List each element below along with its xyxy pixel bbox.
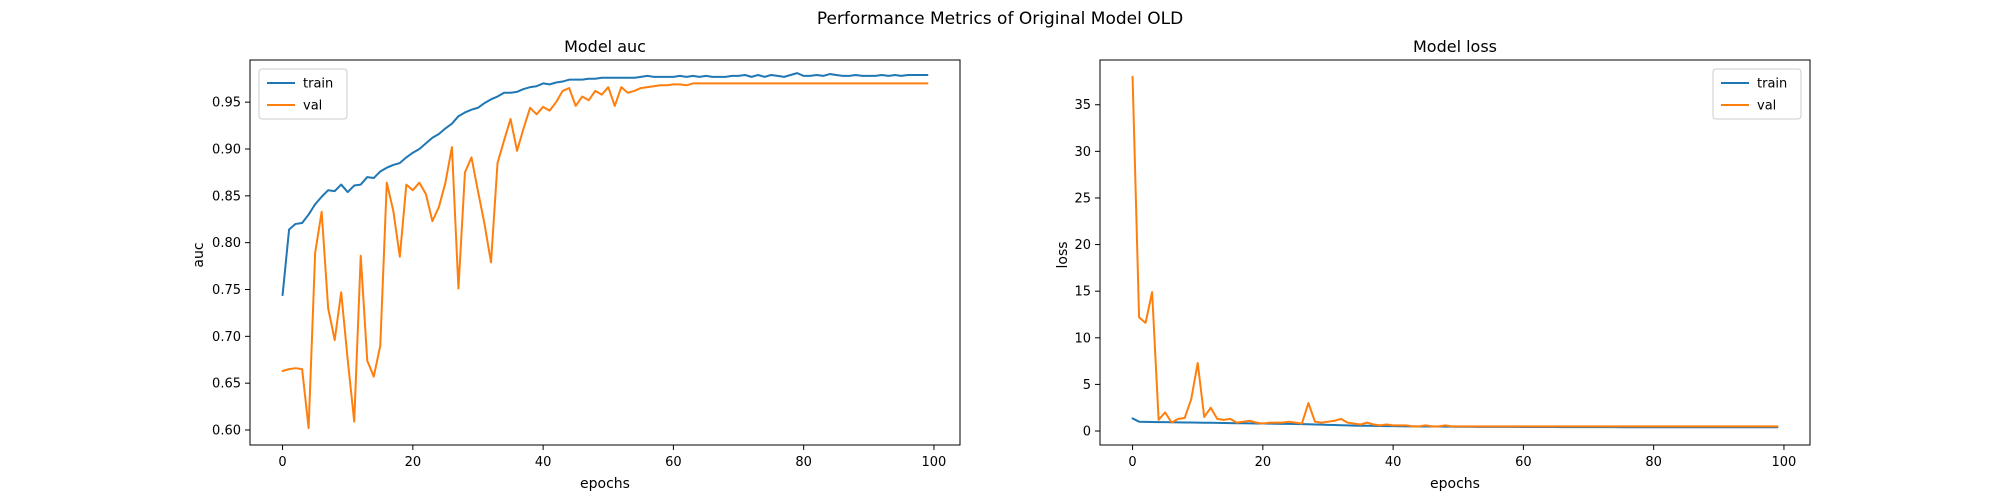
auc-legend-label-val: val bbox=[303, 99, 322, 114]
loss-x-tick-label: 20 bbox=[1255, 455, 1272, 470]
loss-y-tick-label: 5 bbox=[1083, 378, 1091, 393]
loss-y-axis-label: loss bbox=[1055, 241, 1071, 268]
auc-y-tick-label: 0.90 bbox=[212, 142, 241, 157]
auc-chart-panel: Model auc epochs auc 0 20 40 60 80 100 0.60 0.6… bbox=[191, 37, 961, 492]
loss-y-tick-label: 15 bbox=[1074, 285, 1091, 300]
loss-y-tick-label: 35 bbox=[1074, 98, 1091, 113]
auc-x-tick-label: 40 bbox=[535, 455, 552, 470]
auc-y-tick-label: 0.95 bbox=[212, 96, 241, 111]
loss-legend: train val bbox=[1712, 68, 1802, 120]
loss-x-tick-label: 60 bbox=[1515, 455, 1532, 470]
auc-y-tick-label: 0.70 bbox=[212, 330, 241, 345]
auc-chart-title: Model auc bbox=[564, 37, 646, 56]
loss-y-tick-label: 20 bbox=[1074, 238, 1091, 253]
auc-x-tick-label: 80 bbox=[795, 455, 812, 470]
loss-y-tick-label: 0 bbox=[1083, 425, 1091, 440]
loss-x-tick-label: 0 bbox=[1128, 455, 1136, 470]
loss-plot-frame bbox=[1099, 59, 1811, 446]
loss-legend-label-train: train bbox=[1757, 77, 1787, 92]
auc-plot-frame bbox=[249, 59, 961, 446]
auc-x-tick-label: 100 bbox=[922, 455, 947, 470]
auc-x-tick-label: 60 bbox=[665, 455, 682, 470]
auc-y-axis-label: auc bbox=[191, 242, 207, 267]
auc-legend: train val bbox=[258, 68, 348, 120]
loss-series-val-line bbox=[1131, 75, 1779, 428]
loss-legend-label-val: val bbox=[1757, 99, 1776, 114]
auc-legend-box bbox=[258, 68, 348, 120]
auc-x-tick-label: 20 bbox=[405, 455, 422, 470]
figure-suptitle: Performance Metrics of Original Model OL… bbox=[817, 9, 1183, 29]
auc-x-tick-label: 0 bbox=[278, 455, 286, 470]
loss-y-tick-label: 25 bbox=[1074, 191, 1091, 206]
loss-x-tick-label: 100 bbox=[1772, 455, 1797, 470]
loss-y-tick-label: 30 bbox=[1074, 145, 1091, 160]
auc-legend-label-train: train bbox=[303, 77, 333, 92]
loss-x-axis-label: epochs bbox=[1430, 476, 1480, 492]
loss-x-tick-label: 80 bbox=[1645, 455, 1662, 470]
auc-series-train-line bbox=[281, 72, 929, 297]
loss-y-tick-label: 10 bbox=[1074, 331, 1091, 346]
loss-x-tick-label: 40 bbox=[1385, 455, 1402, 470]
auc-y-tick-label: 0.80 bbox=[212, 236, 241, 251]
auc-y-tick-label: 0.75 bbox=[212, 283, 241, 298]
auc-series-val-line bbox=[281, 82, 929, 430]
auc-y-tick-label: 0.85 bbox=[212, 189, 241, 204]
auc-y-tick-label: 0.60 bbox=[212, 424, 241, 439]
loss-chart-panel: Model loss epochs loss 0 20 40 60 80 100 0 5 10 1… bbox=[1055, 37, 1811, 492]
auc-y-tick-label: 0.65 bbox=[212, 377, 241, 392]
loss-legend-box bbox=[1712, 68, 1802, 120]
loss-chart-title: Model loss bbox=[1413, 37, 1497, 56]
auc-x-axis-label: epochs bbox=[580, 476, 630, 492]
